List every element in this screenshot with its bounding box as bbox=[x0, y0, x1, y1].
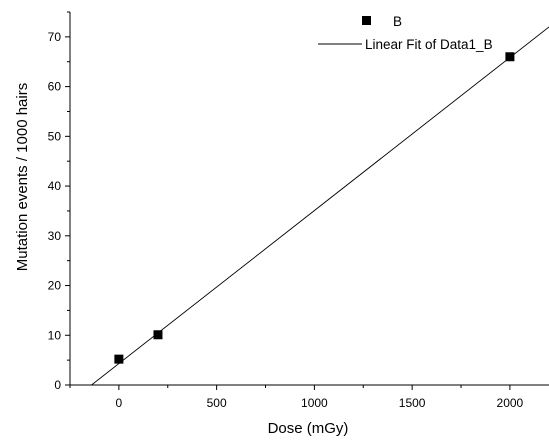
y-tick-label: 0 bbox=[54, 378, 61, 392]
data-point bbox=[114, 354, 124, 364]
x-tick-label: 2000 bbox=[497, 396, 524, 410]
x-tick-label: 0 bbox=[116, 396, 123, 410]
fit-line bbox=[91, 26, 549, 386]
y-axis-title: Mutation events / 1000 hairs bbox=[14, 83, 31, 271]
data-point bbox=[505, 52, 515, 62]
legend-label-fit: Linear Fit of Data1_B bbox=[365, 37, 493, 52]
y-tick-label: 70 bbox=[48, 30, 62, 44]
axes bbox=[69, 12, 549, 386]
x-tick-label: 500 bbox=[207, 396, 227, 410]
y-tick-label: 30 bbox=[48, 229, 62, 243]
x-tick-label: 1500 bbox=[399, 396, 426, 410]
legend: B Linear Fit of Data1_B bbox=[318, 14, 493, 52]
x-axis-ticks: 0 500 1000 1500 2000 bbox=[69, 385, 524, 410]
x-tick-label: 1000 bbox=[301, 396, 328, 410]
y-tick-label: 60 bbox=[48, 80, 62, 94]
y-tick-label: 10 bbox=[48, 328, 62, 342]
legend-marker-b bbox=[362, 16, 371, 25]
y-tick-label: 50 bbox=[48, 129, 62, 143]
legend-label-b: B bbox=[393, 14, 402, 29]
plot-area bbox=[91, 26, 549, 386]
y-axis-ticks: 0 10 20 30 40 50 60 70 bbox=[48, 11, 70, 392]
x-axis-title: Dose (mGy) bbox=[268, 420, 349, 437]
y-tick-label: 40 bbox=[48, 179, 62, 193]
data-point bbox=[153, 330, 163, 340]
y-tick-label: 20 bbox=[48, 279, 62, 293]
